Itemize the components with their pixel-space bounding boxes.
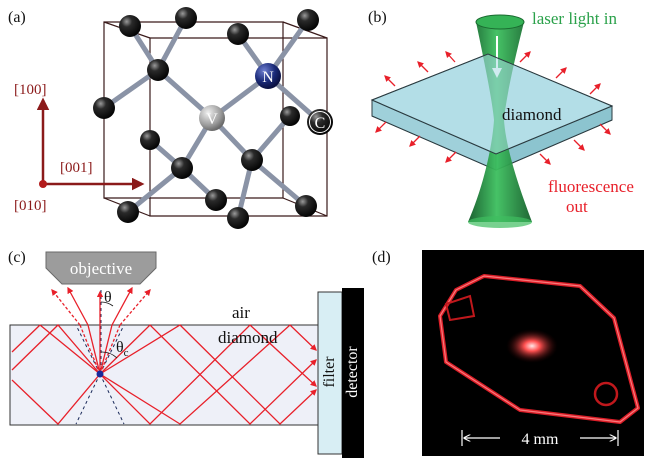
axis-010-label: [010] (14, 198, 47, 214)
detector (342, 288, 364, 458)
carbon-labeled-atom: C (307, 109, 333, 135)
vacancy-site: V (199, 105, 225, 131)
scale-bar: 4 mm (461, 430, 619, 448)
carbon-atoms (93, 7, 319, 229)
diamond-label-c: diamond (218, 328, 278, 347)
axis-001-label: [001] (60, 160, 93, 176)
panel-c-label: (c) (8, 249, 26, 266)
filter-label: filter (321, 356, 338, 388)
nitrogen-label: N (262, 69, 274, 86)
fluorescence-label: fluorescence (548, 177, 634, 196)
corner-feature-bottom (593, 381, 619, 407)
panel-b-label: (b) (368, 9, 387, 26)
panel-b: (b) (368, 9, 634, 228)
carbon-label: C (315, 115, 326, 132)
central-fluorescence-spot (506, 329, 558, 363)
vacancy-label: V (206, 111, 218, 128)
escaping-rays (51, 286, 151, 375)
diamond-label-b: diamond (502, 105, 562, 124)
fluorescence-arrows (375, 51, 611, 165)
panel-a-label: (a) (8, 9, 26, 26)
nitrogen-atom: N (255, 63, 281, 89)
theta-c-label: θc (116, 339, 129, 359)
air-label: air (232, 303, 250, 322)
trapped-rays (11, 324, 317, 425)
crystal-axes: [100] [001] [010] (14, 82, 145, 214)
objective-label: objective (70, 259, 132, 278)
corner-feature-top (444, 294, 476, 322)
panel-a: (a) (8, 7, 333, 229)
nv-center-point (96, 370, 104, 378)
diamond-top-face (370, 53, 614, 155)
objective-lens: objective (45, 251, 157, 285)
panel-d: (d) 4 mm (372, 249, 644, 456)
detector-label: detector (344, 346, 361, 398)
panel-d-label: (d) (372, 249, 391, 266)
laser-light-in-label: laser light in (532, 9, 617, 28)
panel-c: (c) filter detector objective (8, 249, 364, 458)
scale-label: 4 mm (522, 431, 559, 448)
axis-100-label: [100] (14, 82, 47, 98)
theta-label: θ (104, 289, 112, 306)
theta-c-arc (100, 351, 118, 359)
theta-arc (100, 301, 114, 307)
critical-angle-cone (75, 290, 125, 425)
fluorescence-out-label: out (566, 197, 588, 216)
